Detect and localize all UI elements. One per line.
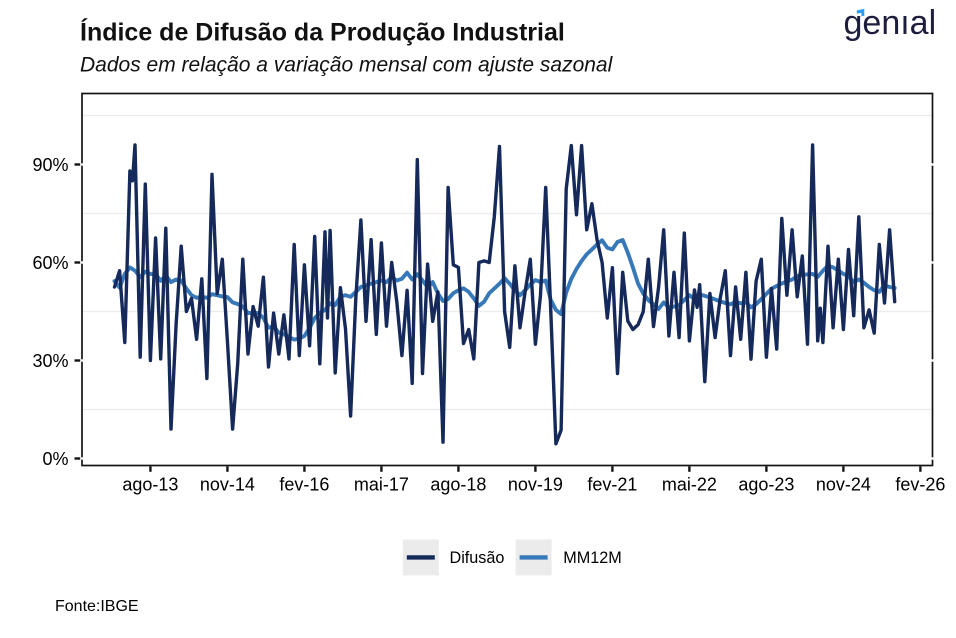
- svg-text:ago-13: ago-13: [122, 475, 178, 495]
- svg-text:Dados em relação a variação me: Dados em relação a variação mensal com a…: [80, 53, 614, 76]
- svg-text:fev-21: fev-21: [587, 475, 637, 495]
- svg-text:mai-17: mai-17: [354, 475, 409, 495]
- svg-text:ago-23: ago-23: [738, 475, 794, 495]
- svg-text:Difusão: Difusão: [450, 549, 505, 567]
- svg-text:Índice de Difusão da Produção: Índice de Difusão da Produção Industrial: [80, 18, 565, 47]
- svg-text:0%: 0%: [42, 449, 68, 469]
- svg-text:fev-26: fev-26: [895, 475, 945, 495]
- svg-text:60%: 60%: [32, 253, 68, 273]
- svg-text:30%: 30%: [32, 351, 68, 371]
- svg-text:90%: 90%: [32, 155, 68, 175]
- svg-text:fev-16: fev-16: [279, 475, 329, 495]
- svg-text:genıal: genıal: [844, 4, 937, 42]
- svg-text:nov-19: nov-19: [508, 475, 563, 495]
- svg-text:MM12M: MM12M: [563, 549, 621, 567]
- svg-text:mai-22: mai-22: [662, 475, 717, 495]
- svg-text:nov-24: nov-24: [816, 475, 871, 495]
- svg-text:Fonte:IBGE: Fonte:IBGE: [55, 598, 139, 615]
- svg-text:nov-14: nov-14: [200, 475, 255, 495]
- svg-text:ago-18: ago-18: [430, 475, 486, 495]
